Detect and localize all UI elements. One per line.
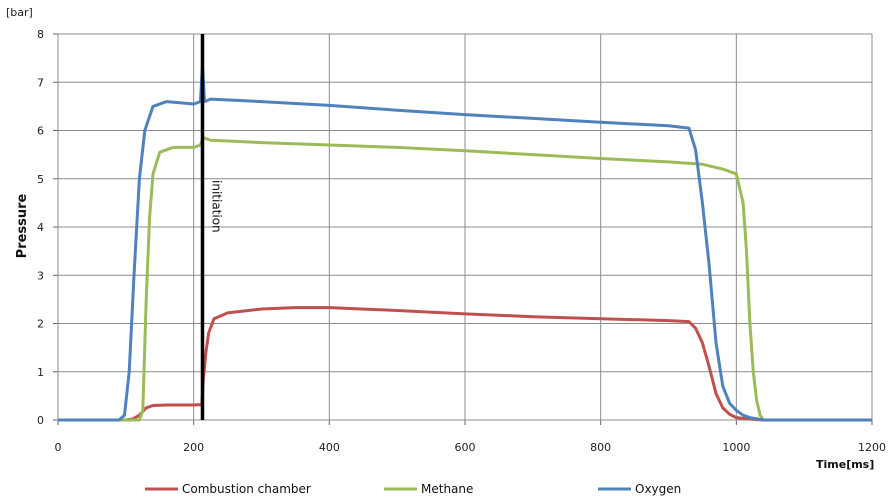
series-line-oxygen xyxy=(58,63,872,422)
y-tick-labels: 0 1 2 3 4 5 6 7 8 xyxy=(37,28,44,427)
x-tick-label: 1200 xyxy=(858,441,886,454)
legend-label: Methane xyxy=(421,482,473,496)
y-tick-label: 1 xyxy=(37,366,44,379)
x-tick-label: 400 xyxy=(319,441,340,454)
legend-label: Combustion chamber xyxy=(182,482,311,496)
initiation-marker: initiation xyxy=(200,34,223,420)
y-tick-label: 0 xyxy=(37,414,44,427)
axes xyxy=(53,33,873,425)
y-tick-label: 5 xyxy=(37,173,44,186)
y-tick-label: 4 xyxy=(37,221,44,234)
x-tick-label: 800 xyxy=(590,441,611,454)
x-axis-label: Time[ms] xyxy=(816,458,874,471)
y-unit-label: [bar] xyxy=(6,6,33,19)
y-tick-label: 6 xyxy=(37,125,44,138)
grid xyxy=(58,33,873,420)
x-tick-label: 0 xyxy=(55,441,62,454)
series-line-combustion-chamber xyxy=(58,306,872,422)
x-tick-label: 200 xyxy=(183,441,204,454)
legend: Combustion chamber Methane Oxygen xyxy=(145,482,681,496)
series-line-methane xyxy=(58,136,872,422)
x-tick-label: 600 xyxy=(455,441,476,454)
plot-border xyxy=(57,33,873,421)
y-tick-label: 3 xyxy=(37,269,44,282)
series-lines xyxy=(58,63,872,422)
initiation-label: initiation xyxy=(209,180,223,233)
y-tick-label: 7 xyxy=(37,76,44,89)
y-tick-label: 2 xyxy=(37,318,44,331)
legend-label: Oxygen xyxy=(635,482,681,496)
x-tick-labels: 0 200 400 600 800 1000 1200 xyxy=(55,441,887,454)
y-tick-label: 8 xyxy=(37,28,44,41)
y-axis-label: Pressure xyxy=(15,193,30,258)
x-tick-label: 1000 xyxy=(722,441,750,454)
